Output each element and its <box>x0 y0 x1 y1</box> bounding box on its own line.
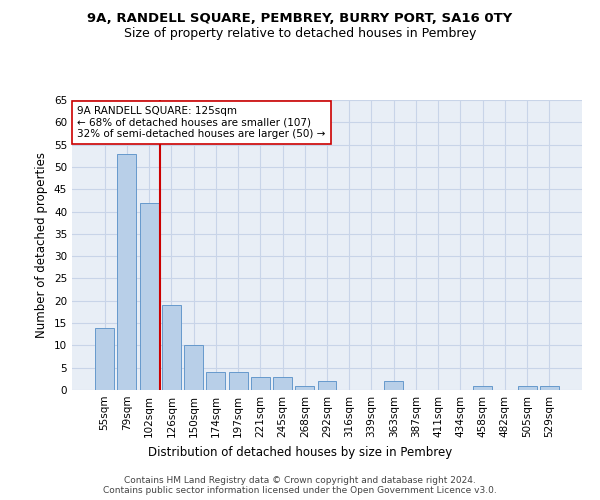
Text: Contains HM Land Registry data © Crown copyright and database right 2024.
Contai: Contains HM Land Registry data © Crown c… <box>103 476 497 495</box>
Text: Size of property relative to detached houses in Pembrey: Size of property relative to detached ho… <box>124 28 476 40</box>
Bar <box>229 372 248 390</box>
Bar <box>118 154 136 390</box>
Bar <box>473 386 492 390</box>
Bar <box>140 202 158 390</box>
Text: Distribution of detached houses by size in Pembrey: Distribution of detached houses by size … <box>148 446 452 459</box>
Bar <box>162 305 181 390</box>
Bar <box>95 328 114 390</box>
Bar <box>251 376 270 390</box>
Bar <box>206 372 225 390</box>
Text: 9A RANDELL SQUARE: 125sqm
← 68% of detached houses are smaller (107)
32% of semi: 9A RANDELL SQUARE: 125sqm ← 68% of detac… <box>77 106 325 139</box>
Bar <box>184 346 203 390</box>
Text: 9A, RANDELL SQUARE, PEMBREY, BURRY PORT, SA16 0TY: 9A, RANDELL SQUARE, PEMBREY, BURRY PORT,… <box>88 12 512 26</box>
Y-axis label: Number of detached properties: Number of detached properties <box>35 152 49 338</box>
Bar <box>273 376 292 390</box>
Bar <box>295 386 314 390</box>
Bar <box>540 386 559 390</box>
Bar <box>317 381 337 390</box>
Bar <box>384 381 403 390</box>
Bar <box>518 386 536 390</box>
